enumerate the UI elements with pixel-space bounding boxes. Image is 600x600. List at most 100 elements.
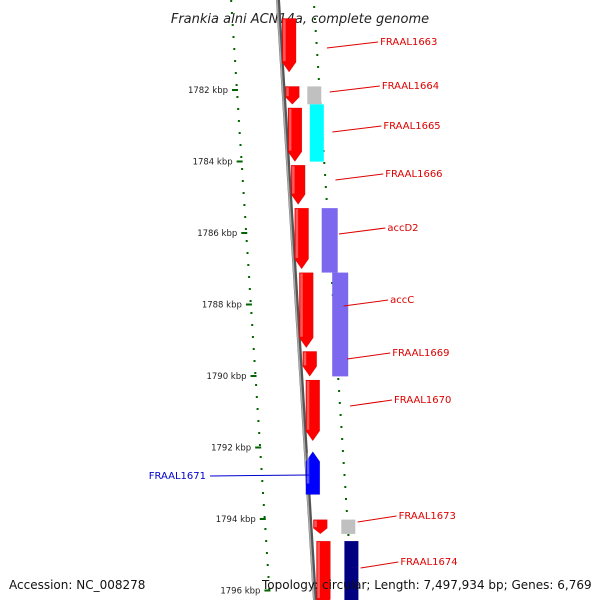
gene-label[interactable]: FRAAL1665 [383, 121, 440, 132]
ruler-dot [230, 0, 233, 2]
ruler-dot [316, 54, 319, 56]
kbp-tick-label: 1792 kbp [211, 444, 251, 454]
gene-label[interactable]: FRAAL1663 [380, 37, 437, 48]
gene-arrow-accc[interactable] [299, 272, 314, 349]
ruler-dot [253, 360, 256, 362]
ruler-dot [317, 66, 320, 68]
ruler-dot [340, 426, 343, 428]
ruler-dot [345, 510, 348, 512]
backbone-highlight [276, 0, 315, 600]
ruler-dot [342, 462, 345, 464]
ruler-dot [313, 18, 316, 20]
gene-arrow-accc-shine [300, 273, 303, 337]
ruler-dot [232, 36, 235, 38]
ruler-dot [249, 300, 252, 302]
gene-arrow-fraal1664[interactable] [285, 86, 300, 105]
gene-arrow-accd2[interactable] [294, 207, 309, 270]
ruler-dot [251, 336, 254, 338]
ruler-dot [265, 552, 268, 554]
ruler-dot [233, 48, 236, 50]
ruler-dot [261, 480, 264, 482]
kbp-tick-label: 1786 kbp [197, 229, 237, 239]
gene-label[interactable]: FRAAL1673 [399, 511, 456, 522]
ruler-dot [262, 504, 265, 506]
leader-line [335, 173, 384, 181]
gene-label[interactable]: FRAAL1674 [400, 557, 457, 568]
ruler-dot [264, 528, 267, 530]
ruler-dot [259, 456, 262, 458]
ruler-dot [339, 414, 342, 416]
ruler-dot [338, 402, 341, 404]
gene-labels: FRAAL1663 FRAAL1664 FRAAL1665 FRAAL1666 accD… [149, 37, 458, 569]
ruler-dot [338, 390, 341, 392]
gene-arrow-fraal1673-shine [314, 520, 317, 528]
gene-arrow-fraal1664-shine [286, 87, 289, 97]
ruler-dot [241, 180, 244, 182]
ruler-dot [256, 408, 259, 410]
ruler-dot [341, 450, 344, 452]
gene-arrow-fraal1671[interactable] [305, 451, 321, 495]
gene-arrow-fraal1666-shine [292, 166, 295, 194]
feature-bar-gray[interactable] [307, 86, 322, 105]
ruler-dot [246, 252, 249, 254]
ruler-dot [258, 444, 261, 446]
ruler-dot [248, 288, 251, 290]
ruler-dot [252, 348, 255, 350]
ruler-dot [267, 576, 270, 578]
genome-backbone [276, 0, 317, 600]
ruler-dot [324, 174, 327, 176]
feature-bar-navy[interactable] [344, 541, 359, 600]
gene-label[interactable]: accD2 [387, 223, 418, 234]
ruler-dot [344, 486, 347, 488]
leader-line [357, 515, 397, 523]
gene-label[interactable]: accC [390, 295, 414, 306]
gene-label[interactable]: FRAAL1666 [385, 169, 442, 180]
gene-arrow-fraal1673[interactable] [313, 519, 328, 535]
ruler-dot [345, 498, 347, 500]
ruler-dot [242, 192, 245, 194]
accession-text: Accession: NC_008278 [9, 578, 146, 592]
gene-arrow-fraal1674[interactable] [316, 540, 331, 600]
gene-arrow-fraal1666[interactable] [290, 164, 306, 205]
gene-arrow-fraal1665-shine [288, 108, 292, 151]
gene-arrow-fraal1671-shine [306, 452, 310, 484]
kbp-tick-label: 1794 kbp [216, 515, 256, 525]
ruler-dot [238, 132, 241, 134]
ruler-dot [237, 120, 240, 122]
leader-line [343, 299, 389, 307]
ruler-dot [325, 198, 328, 200]
gene-label[interactable]: FRAAL1669 [392, 348, 449, 359]
gene-label[interactable]: FRAAL1670 [394, 395, 451, 406]
ruler-dot [317, 78, 320, 80]
kbp-tick-label: 1788 kbp [202, 301, 242, 311]
gene-arrow-fraal1670[interactable] [305, 379, 321, 442]
ruler-dot [343, 474, 346, 476]
ruler-dot [230, 12, 233, 14]
gene-label[interactable]: FRAAL1671 [149, 471, 206, 482]
gene-label[interactable]: FRAAL1664 [382, 81, 439, 92]
gene-arrow-fraal1674-shine [317, 542, 320, 599]
ruler-dot [266, 564, 269, 566]
ruler-dot [323, 162, 326, 164]
gene-arrow-fraal1665[interactable] [287, 107, 303, 163]
feature-bar-gray[interactable] [341, 519, 356, 534]
ruler-dot [260, 468, 263, 470]
ruler-dot [236, 96, 239, 98]
gene-arrow-fraal1663[interactable] [281, 18, 297, 73]
ruler-dot [234, 60, 237, 62]
feature-bar-purple[interactable] [332, 272, 349, 377]
ruler-dot [265, 540, 268, 542]
ruler-dot [235, 84, 238, 86]
feature-bar-cyan[interactable] [309, 104, 324, 162]
feature-bar-purple[interactable] [321, 208, 338, 273]
leader-line [326, 41, 379, 49]
ruler-dot [255, 384, 258, 386]
gene-arrow-accd2-shine [295, 209, 299, 258]
gene-arrow-fraal1669-shine [303, 352, 307, 366]
gene-arrow-fraal1669[interactable] [302, 351, 317, 377]
ruler-dot [263, 516, 266, 518]
ruler-dot [331, 282, 334, 284]
genome-title: Frankia alni ACN14a, complete genome [171, 12, 429, 27]
ruler-dot [231, 24, 234, 26]
